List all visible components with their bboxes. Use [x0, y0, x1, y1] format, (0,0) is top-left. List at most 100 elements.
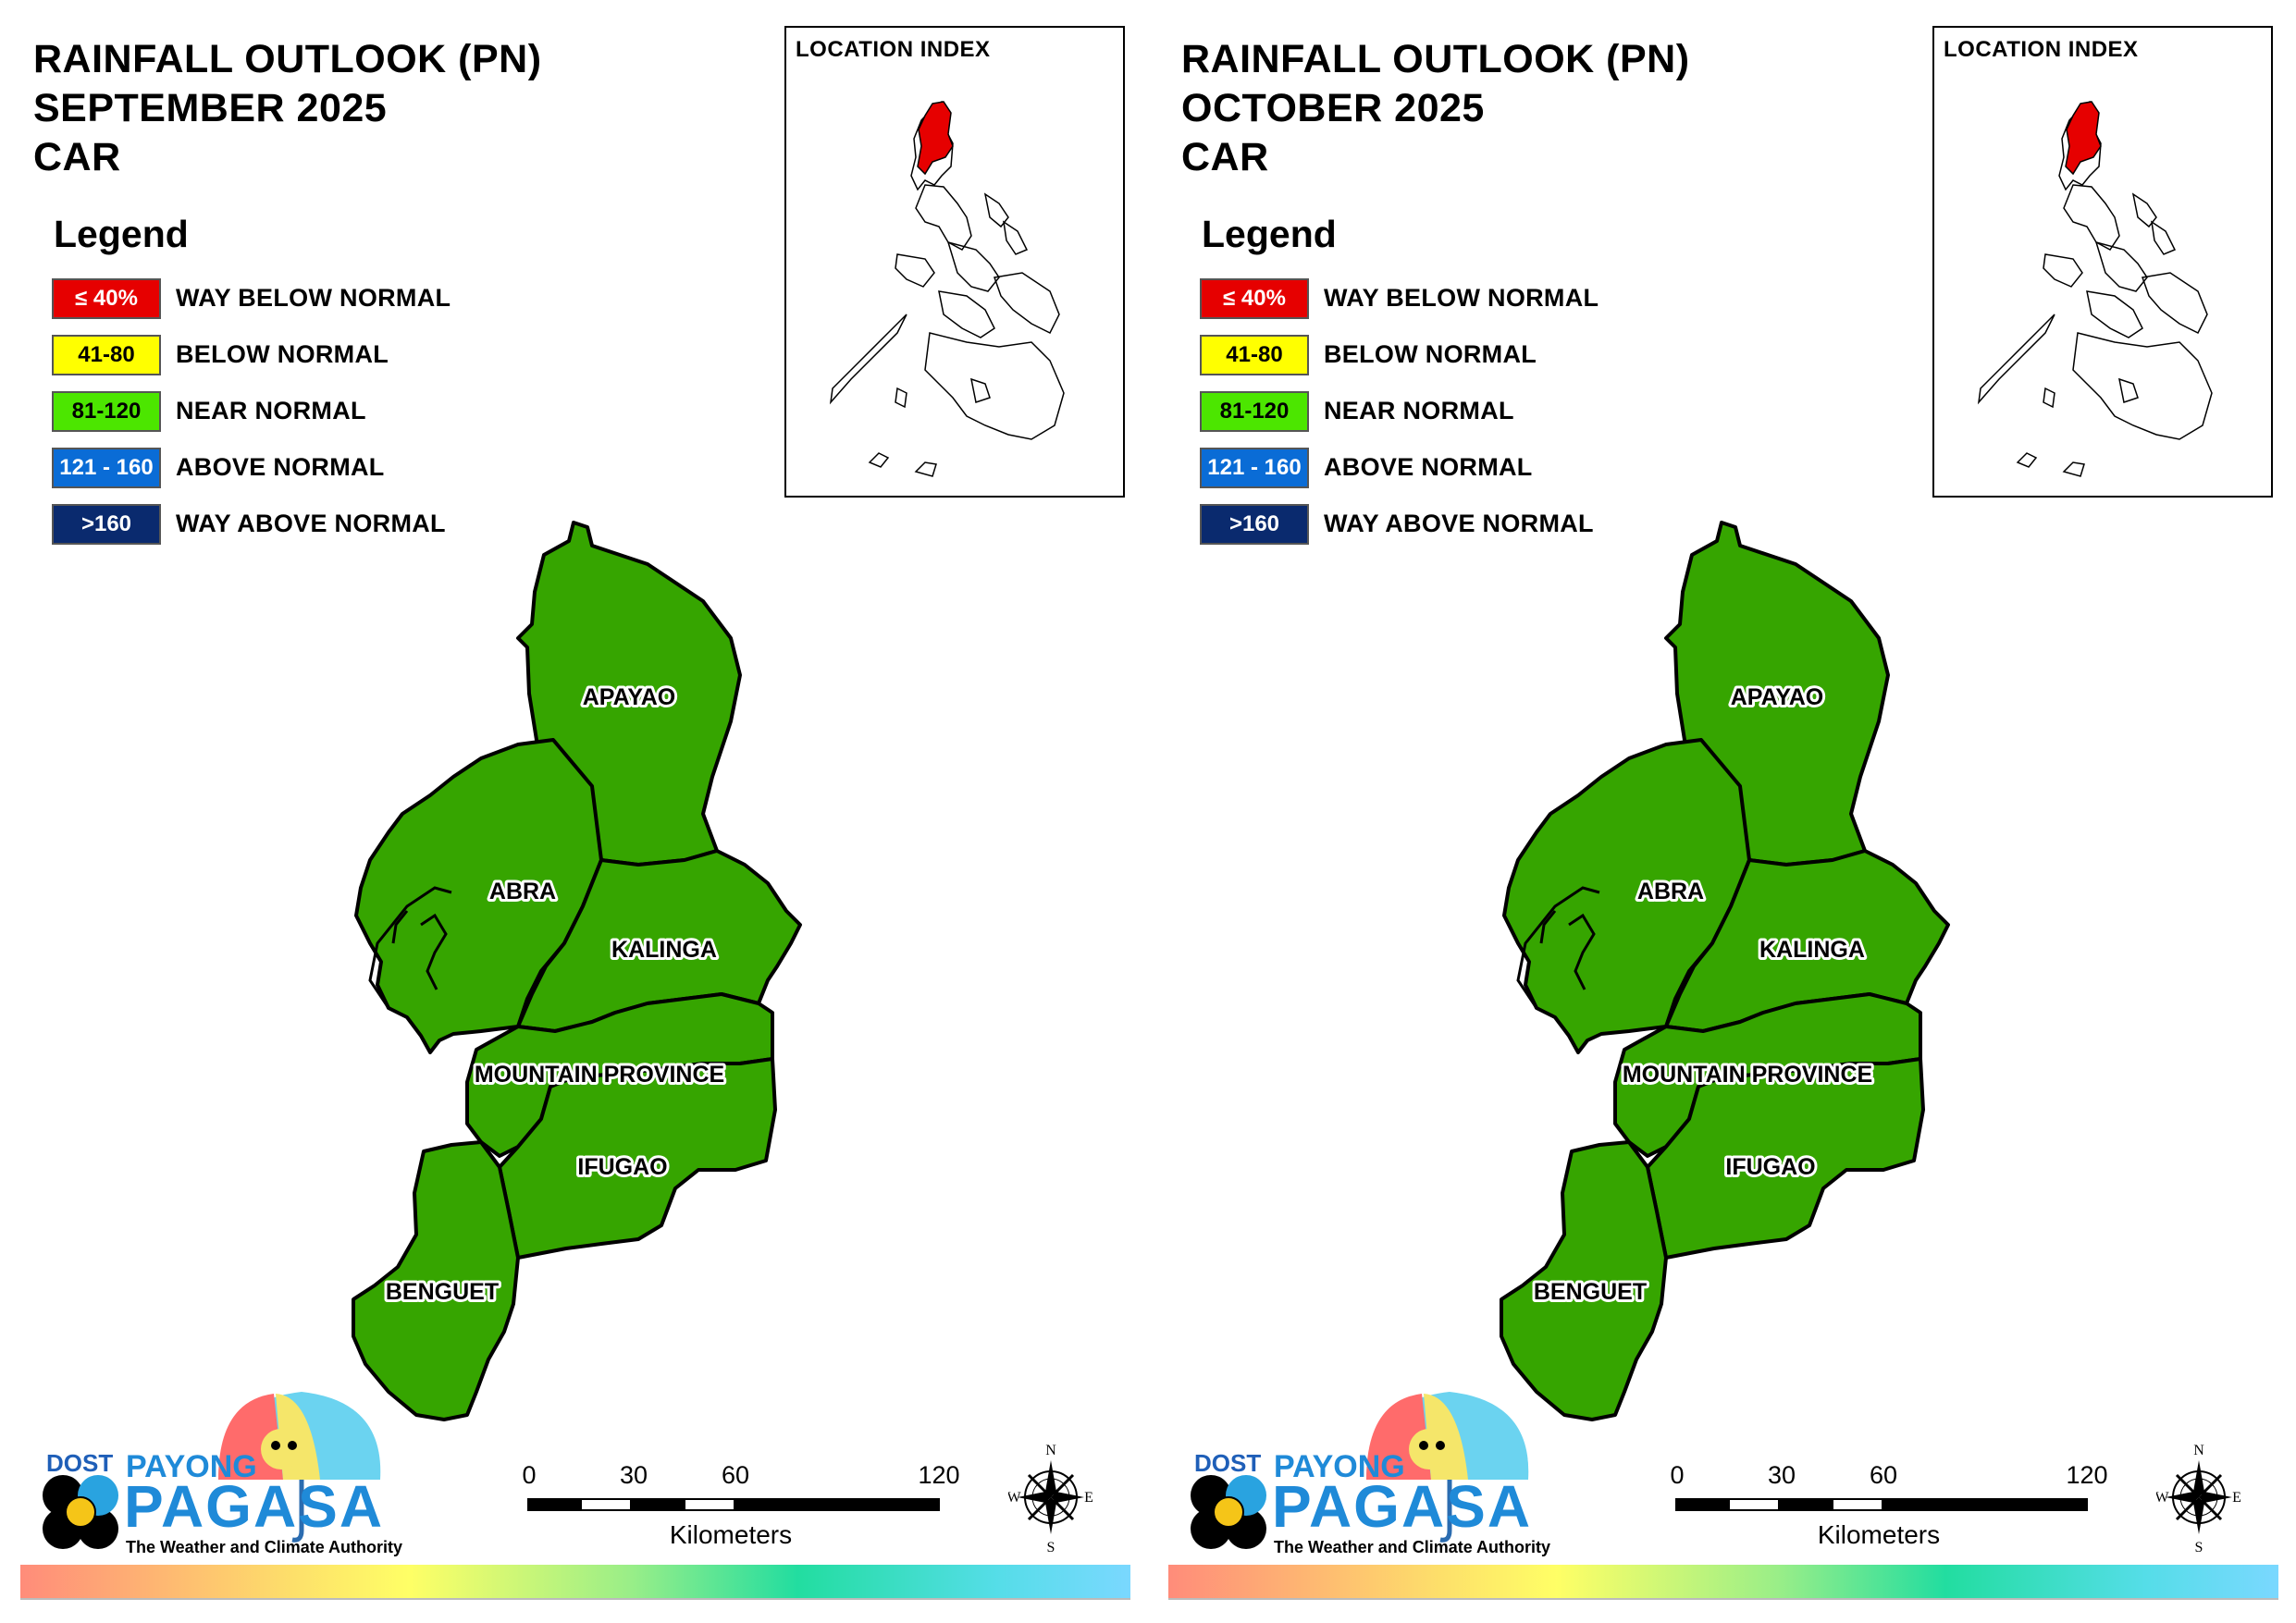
- car-province-map: APAYAO ABRA KALINGA MOUNTAIN PROVINCE IF…: [1500, 521, 1950, 1421]
- legend-swatch-below: 41-80: [1200, 334, 1309, 375]
- footer-gradient-bar: [1168, 1565, 2278, 1600]
- philippines-outline-map: [1977, 100, 2213, 477]
- compass-e: E: [1084, 1490, 1093, 1506]
- province-benguet[interactable]: [1500, 1140, 1668, 1421]
- logo-tagline: The Weather and Climate Authority: [126, 1538, 403, 1556]
- legend-item: 81-120 NEAR NORMAL: [1200, 389, 1599, 433]
- title-line-1: RAINFALL OUTLOOK (PN): [33, 37, 542, 81]
- logo-payong-text: PAYONG: [126, 1449, 257, 1484]
- province-label-apayao: APAYAO: [1731, 684, 1824, 710]
- legend-label: BELOW NORMAL: [176, 340, 389, 368]
- compass-rose-icon: N S W E: [1006, 1443, 1093, 1555]
- legend-title: Legend: [1202, 213, 1337, 255]
- car-province-map: APAYAO ABRA KALINGA MOUNTAIN PROVINCE IF…: [352, 521, 802, 1421]
- compass-n: N: [1045, 1443, 1056, 1458]
- province-label-kalinga: KALINGA: [1759, 937, 1865, 963]
- location-index-inset: LOCATION INDEX: [784, 26, 1125, 498]
- payong-pagasa-logo: DOST PAYONG PAGASA The Weather and Clima…: [1181, 1383, 1551, 1563]
- legend-swatch-way-above: >160: [1200, 503, 1309, 545]
- compass-w: W: [2156, 1490, 2169, 1506]
- title-line-2: SEPTEMBER 2025: [33, 86, 388, 130]
- legend-item: 121 - 160 ABOVE NORMAL: [52, 446, 451, 489]
- logo-payong-text: PAYONG: [1274, 1449, 1405, 1484]
- north-arrow-compass: N S W E: [2154, 1439, 2241, 1559]
- compass-n: N: [2193, 1443, 2204, 1458]
- footer-gradient-bar: [20, 1565, 1130, 1600]
- province-label-benguet: BENGUET: [1534, 1279, 1647, 1305]
- compass-rose-icon: N S W E: [2154, 1443, 2241, 1555]
- scale-tick-120: 120: [918, 1461, 960, 1489]
- logo-tagline: The Weather and Climate Authority: [1274, 1538, 1551, 1556]
- legend-item: ≤ 40% WAY BELOW NORMAL: [52, 277, 451, 320]
- scale-tick-0: 0: [522, 1461, 537, 1489]
- scale-unit-label: Kilometers: [1817, 1520, 1941, 1549]
- inset-title: LOCATION INDEX: [796, 37, 991, 62]
- map-title: RAINFALL OUTLOOK (PN) OCTOBER 2025 CAR: [1181, 35, 1690, 182]
- legend-swatch-near: 81-120: [52, 390, 161, 432]
- legend-swatch-way-below: ≤ 40%: [52, 277, 161, 319]
- province-label-mountain-province: MOUNTAIN PROVINCE: [475, 1062, 724, 1088]
- legend-swatch-above: 121 - 160: [52, 447, 161, 488]
- logo-dost-text: DOST: [1194, 1449, 1262, 1477]
- legend-label: ABOVE NORMAL: [1324, 453, 1533, 481]
- legend-swatch-above: 121 - 160: [1200, 447, 1309, 488]
- compass-e: E: [2232, 1490, 2241, 1506]
- province-label-mountain-province: MOUNTAIN PROVINCE: [1623, 1062, 1872, 1088]
- philippines-outline-map: [829, 100, 1065, 477]
- legend-label: WAY BELOW NORMAL: [1324, 284, 1599, 312]
- legend-swatch-way-above: >160: [52, 503, 161, 545]
- legend-swatch-near: 81-120: [1200, 390, 1309, 432]
- scale-bar-graphic: [1675, 1498, 2088, 1511]
- scale-unit-label: Kilometers: [669, 1520, 793, 1549]
- legend-item: >160 WAY ABOVE NORMAL: [52, 502, 451, 546]
- legend-item: >160 WAY ABOVE NORMAL: [1200, 502, 1599, 546]
- map-panel-september: RAINFALL OUTLOOK (PN) SEPTEMBER 2025 CAR…: [20, 26, 1130, 1600]
- legend-label: ABOVE NORMAL: [176, 453, 385, 481]
- province-label-kalinga: KALINGA: [611, 937, 717, 963]
- legend-item: 41-80 BELOW NORMAL: [1200, 333, 1599, 376]
- province-benguet[interactable]: [352, 1140, 520, 1421]
- legend-swatch-way-below: ≤ 40%: [1200, 277, 1309, 319]
- compass-s: S: [2195, 1540, 2203, 1555]
- province-label-abra: ABRA: [1637, 879, 1704, 904]
- north-arrow-compass: N S W E: [1006, 1439, 1093, 1559]
- map-panel-october: RAINFALL OUTLOOK (PN) OCTOBER 2025 CAR L…: [1148, 0, 2296, 1623]
- scale-tick-120: 120: [2066, 1461, 2108, 1489]
- inset-title: LOCATION INDEX: [1944, 37, 2139, 62]
- scale-tick-60: 60: [1869, 1461, 1898, 1489]
- compass-w: W: [1008, 1490, 1021, 1506]
- title-line-3: CAR: [33, 135, 121, 179]
- legend-label: WAY ABOVE NORMAL: [1324, 510, 1594, 537]
- province-label-benguet: BENGUET: [386, 1279, 499, 1305]
- legend-title: Legend: [54, 213, 189, 255]
- payong-pagasa-logo: DOST PAYONG PAGASA The Weather and Clima…: [33, 1383, 403, 1563]
- scale-bar: 0 30 60 120 Kilometers: [522, 1461, 959, 1563]
- scale-tick-30: 30: [1767, 1461, 1796, 1489]
- province-label-abra: ABRA: [489, 879, 556, 904]
- province-label-ifugao: IFUGAO: [1725, 1154, 1815, 1180]
- legend-label: WAY ABOVE NORMAL: [176, 510, 446, 537]
- logo-pagasa-text: PAGASA: [1272, 1473, 1533, 1540]
- umbrella-logo-graphic: [43, 1392, 381, 1549]
- legend-label: WAY BELOW NORMAL: [176, 284, 451, 312]
- legend: Legend ≤ 40% WAY BELOW NORMAL 41-80 BELO…: [52, 213, 451, 559]
- province-label-apayao: APAYAO: [583, 684, 676, 710]
- title-line-3: CAR: [1181, 135, 1269, 179]
- logo-pagasa-text: PAGASA: [124, 1473, 385, 1540]
- legend: Legend ≤ 40% WAY BELOW NORMAL 41-80 BELO…: [1200, 213, 1599, 559]
- legend-label: NEAR NORMAL: [176, 397, 366, 424]
- scale-tick-30: 30: [619, 1461, 648, 1489]
- title-line-2: OCTOBER 2025: [1181, 86, 1485, 130]
- scale-tick-60: 60: [721, 1461, 750, 1489]
- legend-item: 81-120 NEAR NORMAL: [52, 389, 451, 433]
- legend-label: BELOW NORMAL: [1324, 340, 1537, 368]
- legend-item: 121 - 160 ABOVE NORMAL: [1200, 446, 1599, 489]
- legend-label: NEAR NORMAL: [1324, 397, 1514, 424]
- scale-tick-0: 0: [1670, 1461, 1685, 1489]
- scale-bar-graphic: [527, 1498, 940, 1511]
- legend-item: 41-80 BELOW NORMAL: [52, 333, 451, 376]
- logo-dost-text: DOST: [46, 1449, 114, 1477]
- scale-bar: 0 30 60 120 Kilometers: [1670, 1461, 2107, 1563]
- legend-swatch-below: 41-80: [52, 334, 161, 375]
- title-line-1: RAINFALL OUTLOOK (PN): [1181, 37, 1690, 81]
